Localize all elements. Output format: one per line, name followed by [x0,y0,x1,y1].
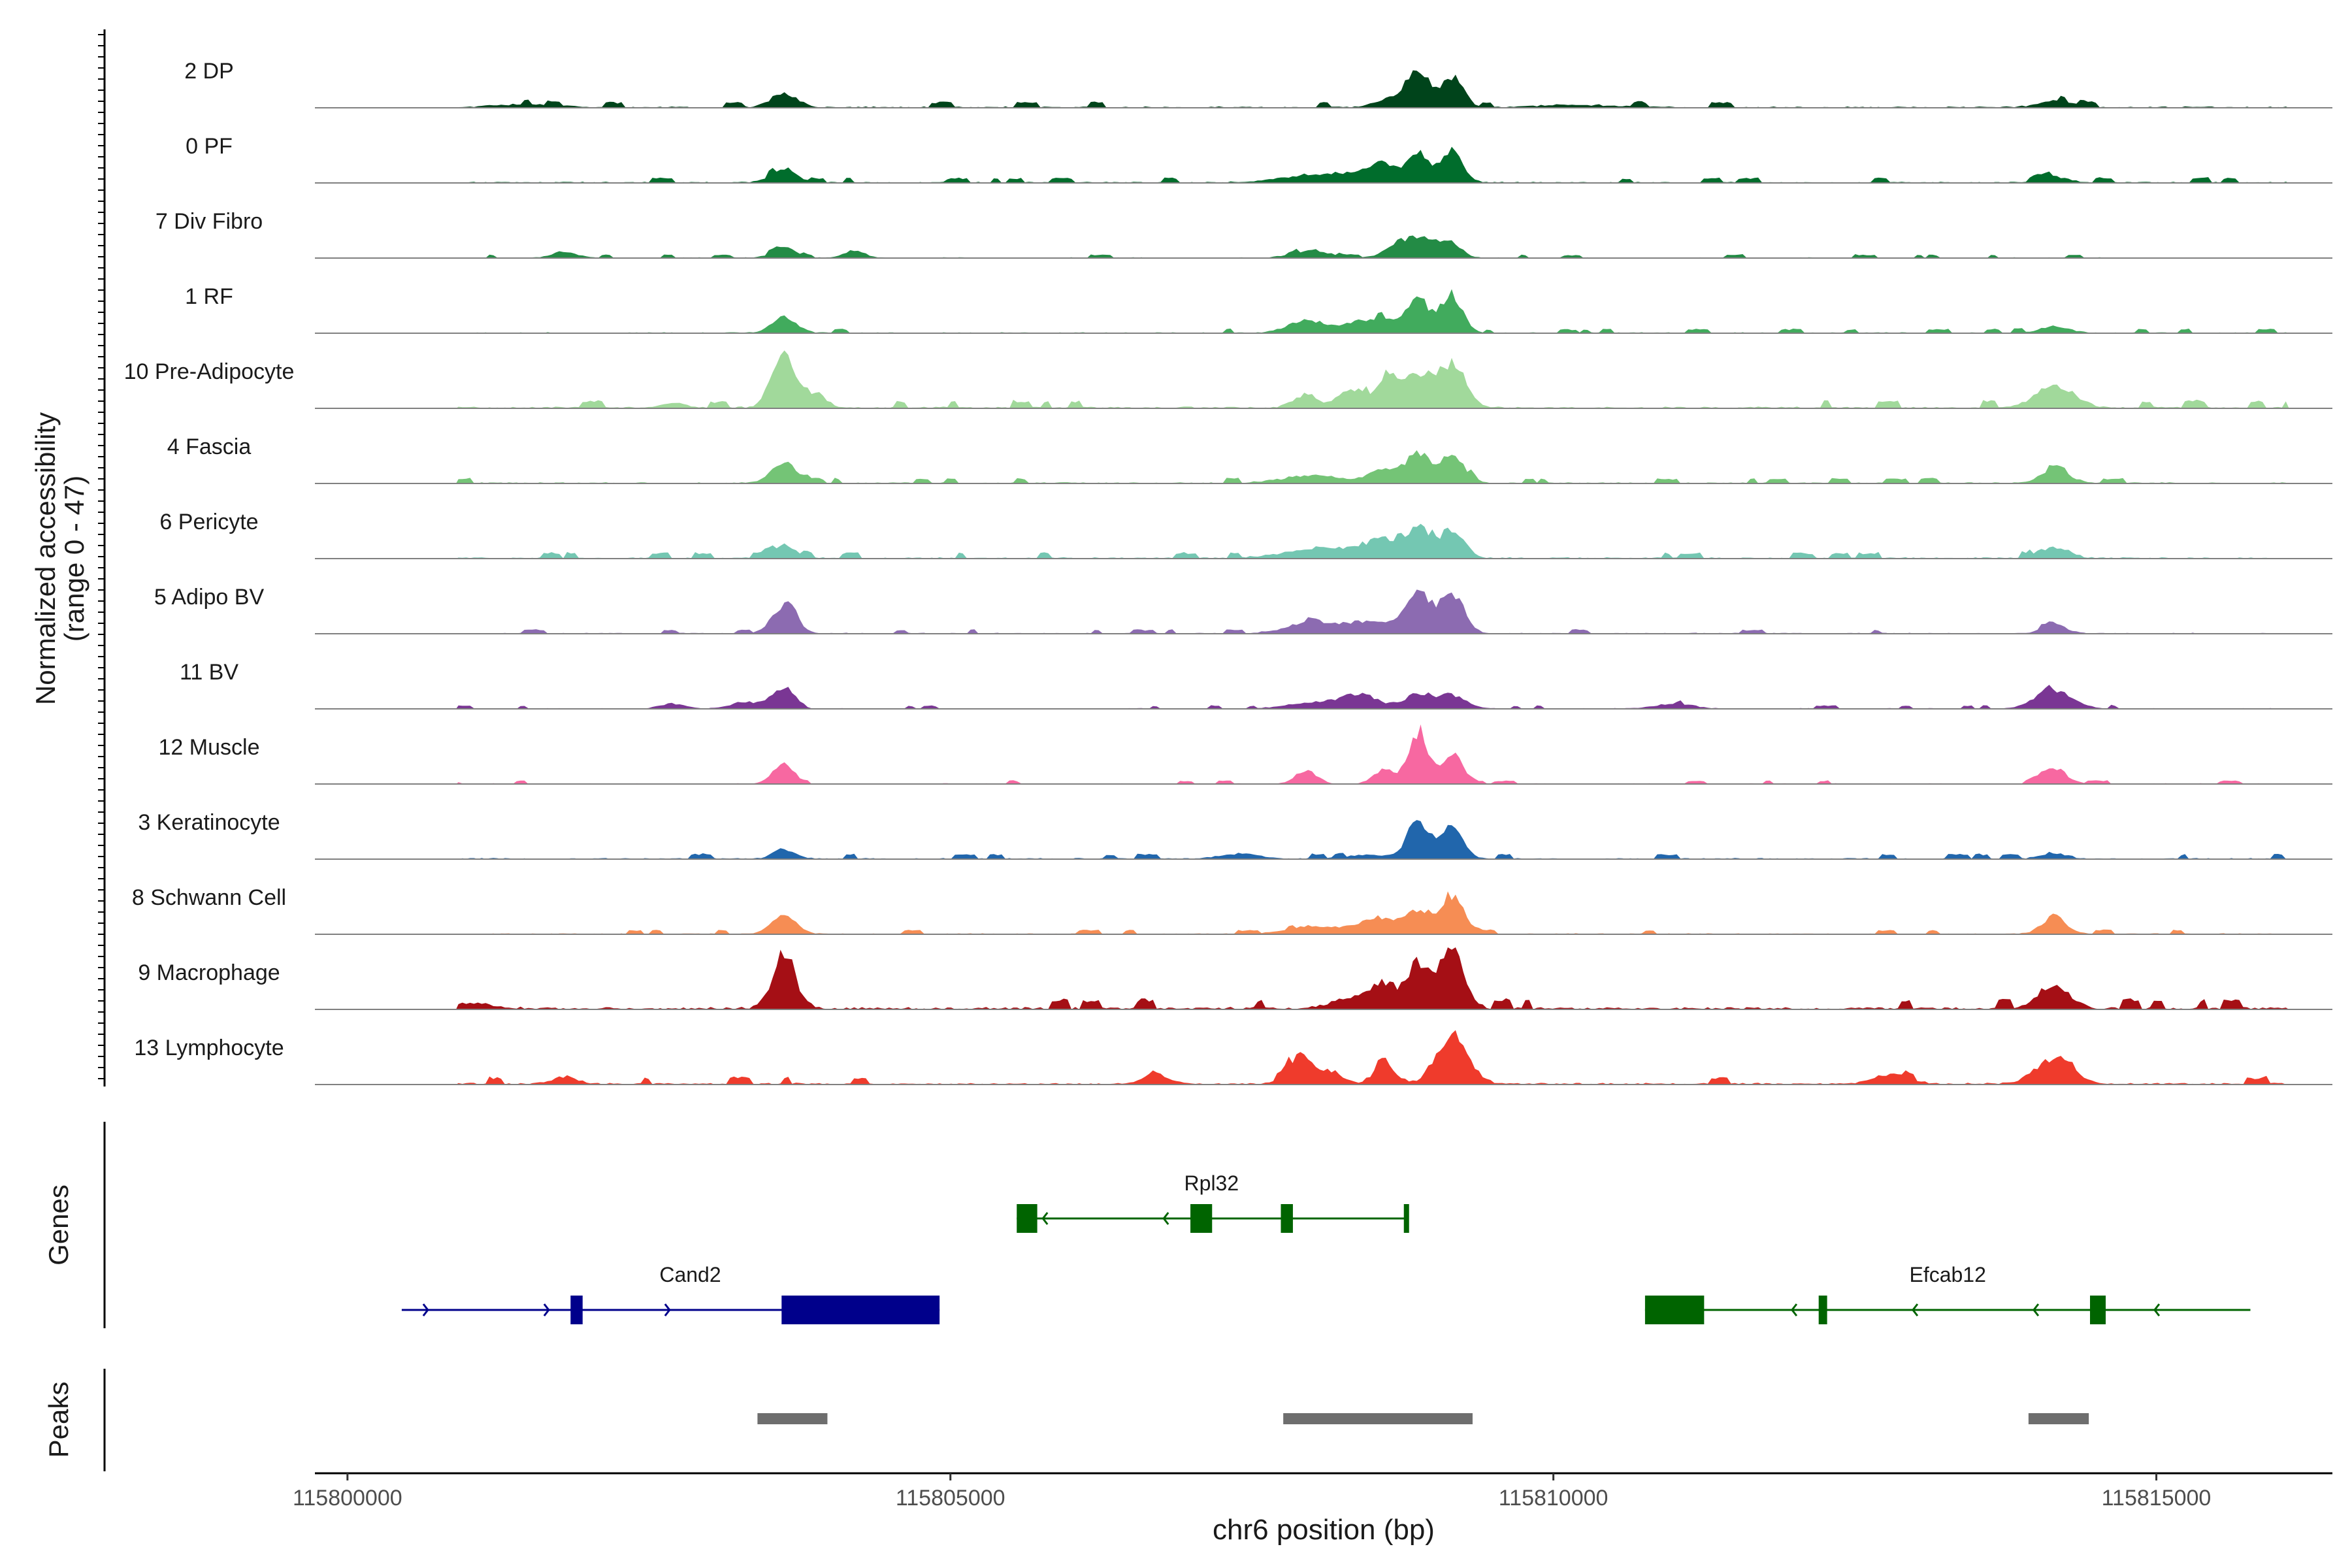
exon [781,1296,940,1324]
exon [1017,1204,1037,1233]
track-label: 9 Macrophage [138,960,280,985]
strand-arrow [543,1303,550,1316]
strand-arrow [1041,1212,1049,1225]
y-axis [98,29,106,1086]
track-2: 0 PF [186,134,2332,184]
coverage-area [456,947,2289,1009]
coverage-area [456,235,2289,258]
gene-label: Efcab12 [1909,1263,1985,1286]
track-6: 4 Fascia [167,434,2332,484]
gene-rpl32: Rpl32 [1017,1171,1409,1233]
track-label: 1 RF [185,284,233,309]
strand-arrow [1791,1303,1798,1316]
track-label: 12 Muscle [159,735,260,760]
peaks-section-label: Peaks [43,1382,74,1458]
peak-bar [1283,1413,1473,1424]
track-label: 7 Div Fibro [155,209,263,234]
track-3: 7 Div Fibro [155,209,2332,259]
coverage-area [456,1030,2289,1085]
exon [1190,1204,1213,1233]
x-tick-label: 115815000 [2102,1486,2212,1511]
track-10: 12 Muscle [159,724,2332,785]
track-label: 4 Fascia [167,434,252,459]
track-9: 11 BV [180,660,2332,710]
gene-label: Rpl32 [1184,1171,1239,1195]
track-8: 5 Adipo BV [154,585,2332,634]
x-tick-label: 115800000 [293,1486,402,1511]
track-label: 8 Schwann Cell [132,885,286,910]
x-axis: 115800000 115805000 115810000 115815000 [293,1473,2211,1511]
y-axis-title-line1: Normalized accessibility [30,412,61,705]
coverage-area [456,589,2289,634]
exon [1403,1204,1409,1233]
exon [1818,1296,1827,1324]
peak-bar [2028,1413,2089,1424]
x-tick-label: 115810000 [1499,1486,1609,1511]
exon [1644,1296,1705,1324]
track-11: 3 Keratinocyte [138,810,2332,860]
coverage-tracks: 2 DP 0 PF 7 Div Fibro 1 RF 10 Pre-Adipocyte 4… [124,59,2332,1085]
gene-track: Rpl32 Cand2 Efcab12 [401,1171,2251,1324]
coverage-area [456,891,2289,934]
track-label: 10 Pre-Adipocyte [124,359,295,384]
coverage-area [456,350,2289,408]
strand-arrow [2033,1303,2040,1316]
genes-section-label: Genes [43,1184,74,1266]
track-13: 9 Macrophage [138,947,2332,1010]
coverage-area [456,724,2289,784]
track-label: 11 BV [180,660,238,685]
x-axis-title: chr6 position (bp) [1213,1514,1435,1546]
exon [1281,1204,1293,1233]
coverage-area [456,289,2289,333]
strand-arrow [422,1303,429,1316]
track-label: 3 Keratinocyte [138,810,280,835]
gene-label: Cand2 [659,1263,721,1286]
coverage-area [456,523,2289,559]
track-12: 8 Schwann Cell [132,885,2332,935]
track-label: 0 PF [186,134,233,159]
coverage-area [456,450,2289,483]
track-label: 6 Pericyte [159,510,258,534]
peak-track [757,1413,2089,1424]
track-5: 10 Pre-Adipocyte [124,350,2332,409]
gene-efcab12: Efcab12 [1644,1263,2251,1324]
track-7: 6 Pericyte [159,510,2332,559]
strand-arrow [664,1303,671,1316]
x-tick-label: 115805000 [896,1486,1005,1511]
coverage-area [456,146,2289,183]
gene-cand2: Cand2 [401,1263,940,1324]
coverage-area [456,70,2289,108]
strand-arrow [1162,1212,1169,1225]
track-label: 13 Lymphocyte [134,1036,284,1060]
track-4: 1 RF [185,284,2332,334]
y-axis-title-line2: (range 0 - 47) [59,476,90,642]
exon [2089,1296,2106,1324]
strand-arrow [2153,1303,2161,1316]
track-1: 2 DP [184,59,2332,108]
coverage-area [456,685,2289,709]
coverage-area [456,820,2289,859]
track-label: 5 Adipo BV [154,585,265,610]
peak-bar [757,1413,828,1424]
track-label: 2 DP [184,59,234,84]
strand-arrow [1912,1303,1919,1316]
track-14: 13 Lymphocyte [134,1030,2332,1085]
exon [570,1296,583,1324]
